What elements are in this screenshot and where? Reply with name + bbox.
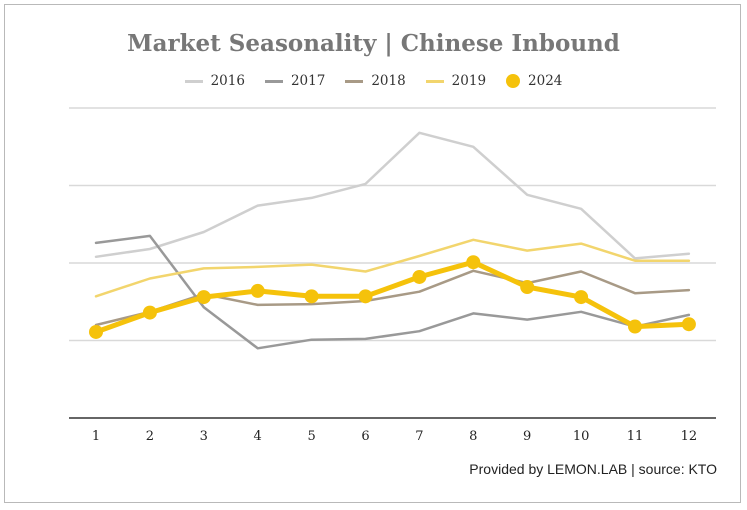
x-tick-label: 4: [254, 429, 262, 444]
series-line-2016: [94, 131, 691, 260]
legend-label: 2017: [290, 73, 326, 89]
data-point-2024: [196, 290, 211, 305]
chart-footer: Provided by LEMON.LAB | source: KTO: [469, 461, 717, 477]
data-point-2024: [574, 290, 589, 305]
data-point-2024: [358, 289, 373, 304]
data-point-2024: [466, 255, 481, 270]
legend-label: 2019: [451, 73, 487, 89]
series-line-2017: [94, 234, 691, 350]
legend-item-2019: 2019: [425, 73, 487, 89]
x-tick-label: 5: [307, 429, 315, 444]
legend-item-2024: 2024: [506, 73, 562, 89]
x-tick-label: 10: [573, 429, 590, 444]
x-tick-label: 11: [627, 429, 644, 444]
data-point-2024: [412, 269, 427, 284]
legend-swatch: [506, 74, 521, 88]
data-point-2024: [142, 305, 157, 320]
legend-item-2017: 2017: [264, 73, 326, 89]
x-tick-label: 7: [415, 429, 423, 444]
legend-swatch: [184, 79, 203, 83]
data-point-2024: [628, 319, 642, 334]
series-line-2024: [93, 259, 692, 335]
data-point-2024: [250, 283, 265, 298]
data-point-2024: [681, 317, 696, 332]
legend-label: 2018: [371, 73, 406, 89]
legend-label: 2016: [210, 73, 245, 89]
x-tick-label: 9: [523, 429, 531, 444]
x-tick-label: 2: [146, 429, 154, 444]
chart-legend: 2016 2017 2018 2019 2024: [0, 70, 747, 92]
legend-swatch: [264, 79, 283, 83]
x-tick-label: 3: [200, 429, 208, 444]
series-line-2018: [94, 269, 691, 327]
chart-title: Market Seasonality | Chinese Inbound: [127, 30, 620, 57]
x-tick-label: 8: [469, 429, 477, 444]
data-point-2024: [89, 324, 103, 339]
legend-item-2016: 2016: [184, 73, 245, 89]
legend-label: 2024: [528, 73, 563, 89]
legend-swatch: [345, 79, 364, 83]
x-tick-label: 12: [681, 429, 698, 444]
legend-item-2018: 2018: [345, 73, 406, 89]
series-line-2019: [94, 238, 691, 298]
data-point-2024: [304, 289, 319, 304]
legend-swatch: [425, 79, 444, 83]
x-tick-label: 1: [92, 429, 100, 444]
x-tick-label: 6: [361, 429, 369, 444]
data-point-2024: [520, 280, 535, 295]
